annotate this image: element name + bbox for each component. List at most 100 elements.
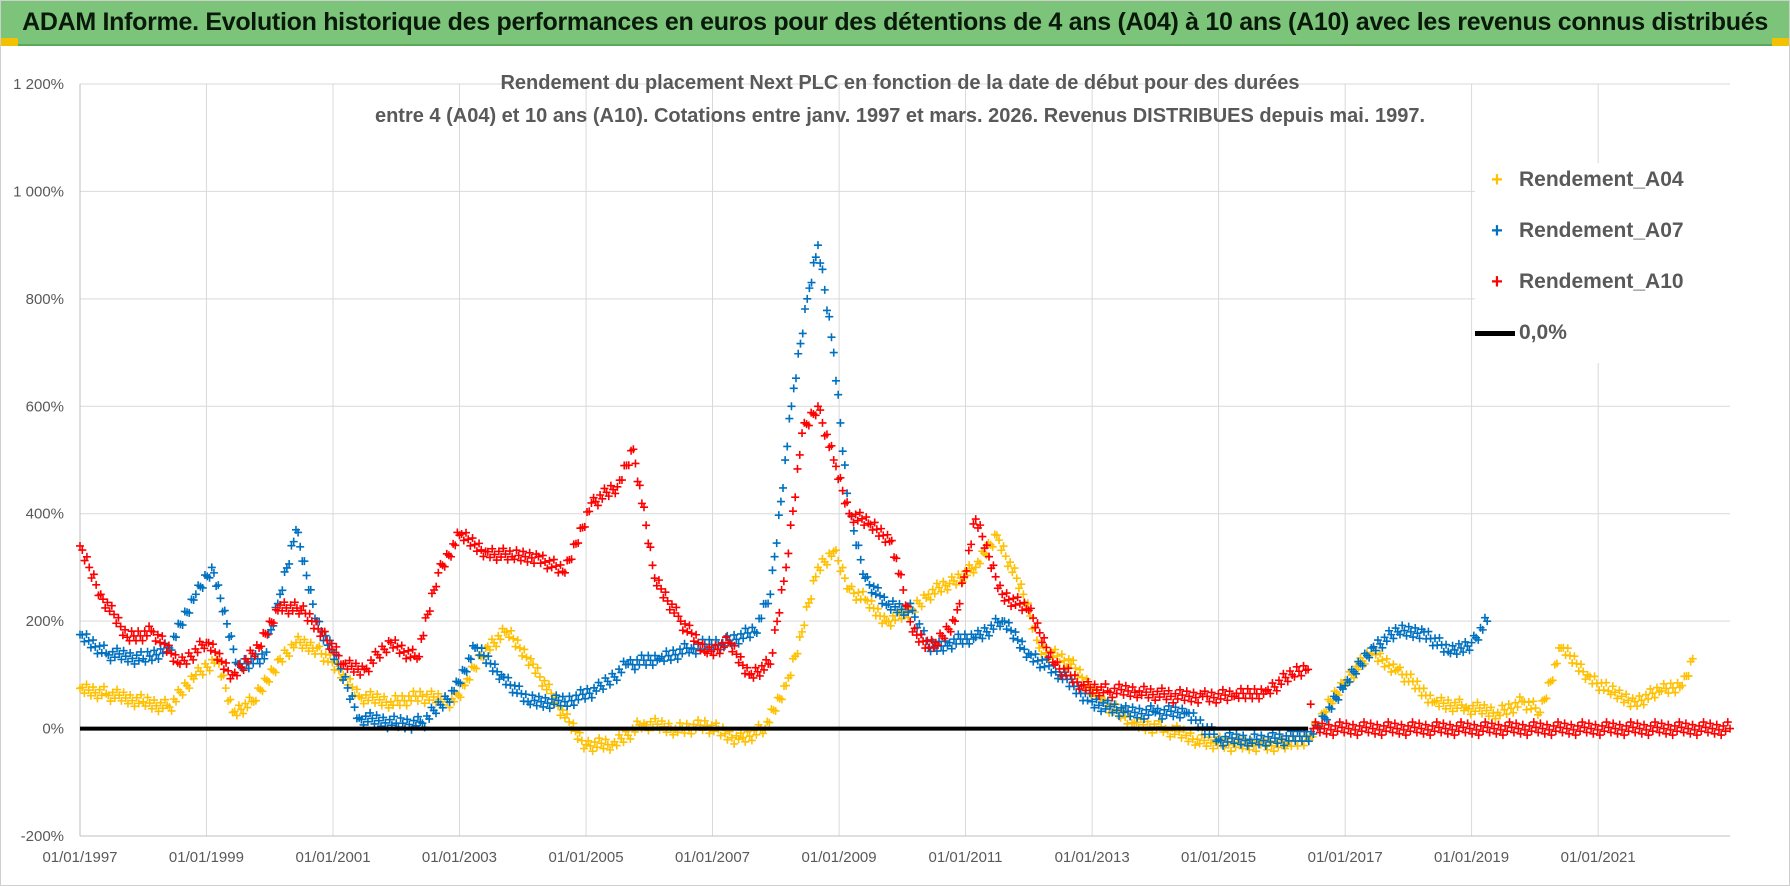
marker-rendement-a04 <box>402 701 411 710</box>
marker-rendement-a07 <box>989 625 998 634</box>
marker-rendement-a10 <box>1335 718 1344 727</box>
marker-rendement-a04 <box>1064 655 1073 664</box>
marker-rendement-a04 <box>880 612 889 621</box>
marker-rendement-a10 <box>1468 729 1477 738</box>
marker-rendement-a04 <box>1480 700 1489 709</box>
marker-rendement-a07 <box>260 654 269 663</box>
marker-rendement-a07 <box>822 306 831 315</box>
marker-rendement-a07 <box>880 593 889 602</box>
marker-rendement-a10 <box>1642 725 1651 734</box>
marker-rendement-a10 <box>1090 680 1099 689</box>
marker-rendement-a10 <box>1644 731 1653 740</box>
marker-rendement-a07 <box>115 649 124 658</box>
marker-rendement-a04 <box>612 741 621 750</box>
marker-rendement-a07 <box>774 511 783 520</box>
marker-rendement-a07 <box>276 590 285 599</box>
marker-rendement-a10 <box>1465 724 1474 733</box>
marker-rendement-a10 <box>320 627 329 636</box>
marker-rendement-a07 <box>191 590 200 599</box>
marker-rendement-a10 <box>648 561 657 570</box>
marker-rendement-a10 <box>206 646 215 655</box>
marker-rendement-a07 <box>834 390 843 399</box>
marker-rendement-a10 <box>1626 718 1635 727</box>
marker-rendement-a10 <box>1428 721 1437 730</box>
marker-rendement-a10 <box>1225 687 1234 696</box>
marker-rendement-a10 <box>1485 728 1494 737</box>
marker-rendement-a04 <box>1666 679 1675 688</box>
marker-rendement-a04 <box>891 616 900 625</box>
marker-rendement-a10 <box>1576 727 1585 736</box>
marker-rendement-a10 <box>698 640 707 649</box>
marker-rendement-a10 <box>204 638 213 647</box>
marker-rendement-a10 <box>1540 729 1549 738</box>
marker-rendement-a07 <box>576 685 585 694</box>
marker-rendement-a04 <box>1657 686 1666 695</box>
marker-rendement-a04 <box>134 699 143 708</box>
marker-rendement-a07 <box>757 614 766 623</box>
marker-rendement-a10 <box>1095 691 1103 700</box>
marker-rendement-a10 <box>1115 680 1124 689</box>
marker-rendement-a07 <box>521 690 530 699</box>
marker-rendement-a04 <box>296 638 305 647</box>
marker-rendement-a04 <box>952 580 961 589</box>
marker-rendement-a07 <box>1327 704 1336 713</box>
marker-rendement-a04 <box>352 685 361 694</box>
marker-rendement-a07 <box>1243 741 1252 750</box>
marker-rendement-a10 <box>1710 729 1719 738</box>
marker-rendement-a10 <box>683 627 692 636</box>
marker-rendement-a07 <box>445 698 454 707</box>
marker-rendement-a04 <box>110 694 119 703</box>
marker-rendement-a10 <box>1382 727 1391 736</box>
marker-rendement-a04 <box>601 735 610 744</box>
legend-label-a04: Rendement_A04 <box>1519 168 1684 191</box>
marker-rendement-a04 <box>513 636 522 645</box>
marker-rendement-a10 <box>1498 731 1507 740</box>
marker-rendement-a04 <box>1531 704 1540 713</box>
marker-rendement-a10 <box>574 539 583 548</box>
marker-rendement-a10 <box>1295 667 1303 676</box>
marker-rendement-a04 <box>1177 733 1186 742</box>
marker-rendement-a10 <box>962 566 971 575</box>
marker-rendement-a04 <box>300 635 309 644</box>
marker-rendement-a04 <box>398 691 407 700</box>
marker-rendement-a07 <box>1004 618 1013 627</box>
marker-rendement-a04 <box>606 745 615 754</box>
marker-rendement-a04 <box>1552 659 1561 668</box>
marker-rendement-a10 <box>1578 718 1587 727</box>
marker-rendement-a10 <box>1547 731 1556 740</box>
marker-rendement-a07 <box>216 594 225 603</box>
marker-rendement-a04 <box>1406 670 1415 679</box>
marker-rendement-a07 <box>781 456 790 465</box>
marker-rendement-a04 <box>1509 708 1518 717</box>
marker-rendement-a04 <box>265 677 274 686</box>
marker-rendement-a10 <box>1653 723 1662 732</box>
marker-rendement-a07 <box>1196 716 1205 725</box>
marker-rendement-a07 <box>897 605 906 614</box>
marker-rendement-a07 <box>1216 736 1225 745</box>
marker-rendement-a07 <box>876 591 885 600</box>
marker-rendement-a10 <box>1232 689 1241 698</box>
marker-rendement-a04 <box>126 690 135 699</box>
marker-rendement-a04 <box>141 702 150 711</box>
marker-rendement-a10 <box>1315 728 1324 737</box>
marker-rendement-a10 <box>138 636 147 645</box>
marker-rendement-a10 <box>1593 725 1602 734</box>
marker-rendement-a07 <box>543 699 552 708</box>
marker-rendement-a04 <box>795 632 804 641</box>
legend-item-zero: 0,0% <box>1475 318 1567 348</box>
marker-rendement-a10 <box>1390 719 1399 728</box>
marker-rendement-a10 <box>1064 664 1073 673</box>
marker-rendement-a04 <box>1608 682 1617 691</box>
marker-rendement-a10 <box>1191 693 1200 702</box>
marker-rendement-a10 <box>1236 684 1245 693</box>
marker-rendement-a07 <box>545 704 554 713</box>
marker-rendement-a07 <box>418 719 427 728</box>
marker-rendement-a10 <box>753 667 762 676</box>
marker-rendement-a07 <box>504 673 513 682</box>
marker-rendement-a04 <box>1464 704 1473 713</box>
marker-rendement-a07 <box>666 656 675 665</box>
marker-rendement-a10 <box>1670 721 1679 730</box>
marker-rendement-a04 <box>278 657 287 666</box>
marker-rendement-a10 <box>1637 729 1646 738</box>
marker-rendement-a10 <box>1031 623 1040 632</box>
